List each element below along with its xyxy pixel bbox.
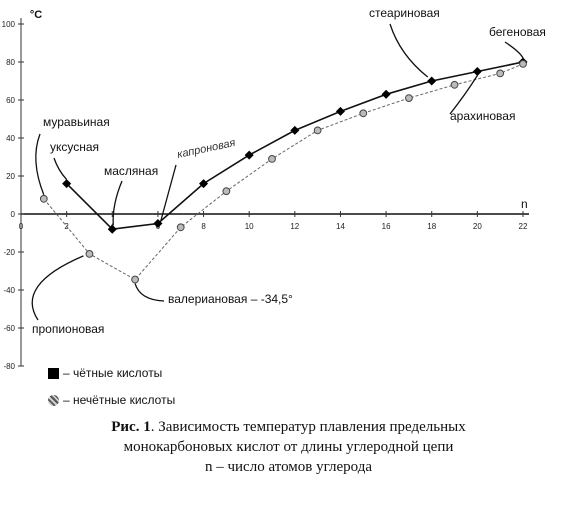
y-tick-label: 60 [6,96,15,105]
legend-odd: – нечётные кислоты [48,393,175,407]
annotation-stearic: стеариновая [369,6,440,20]
y-tick-label: 0 [11,210,16,219]
y-tick-label: 100 [2,20,16,29]
series-odd-marker [496,69,505,78]
series-odd-marker [450,80,459,89]
series-even-marker [244,150,254,160]
series-odd-marker [359,109,368,118]
melting-point-chart: -80-60-40-200204060801000246810121416182… [2,6,546,371]
series-even-marker [472,66,482,77]
axes: -80-60-40-200204060801000246810121416182… [2,9,529,371]
series-even-marker [107,224,117,234]
legend-odd-label: – нечётные кислоты [63,393,176,407]
annotation-valeric-arrow [134,283,165,302]
x-tick-label: 22 [519,222,528,231]
x-tick-label: 12 [290,222,299,231]
series-even-marker [427,76,437,86]
x-tick-label: 8 [201,222,206,231]
y-tick-label: 20 [6,172,15,181]
annotation-acetic: уксусная [50,140,99,154]
annotations: муравьиная уксусная масляная пропионовая вал… [31,6,546,336]
series-even-marker [335,106,345,116]
series-odd-marker [39,194,48,203]
annotation-behenic: бегеновая [489,25,546,39]
annotation-butyric: масляная [104,164,158,178]
legend-even-label: – чётные кислоты [63,366,163,380]
annotation-formic: муравьиная [43,115,110,129]
series-even-marker [153,218,163,229]
y-tick-label: -80 [3,362,15,371]
annotation-caproic-arrow [160,164,177,221]
annotation-formic-arrow [35,133,45,196]
y-tick-label: -20 [3,248,15,257]
annotation-acetic-arrow [53,157,68,181]
legend-even-marker [48,367,59,379]
figure-caption-text1: . Зависимость температур плавления преде… [150,419,466,435]
annotation-butyric-arrow [112,180,123,226]
x-tick-label: 10 [245,222,254,231]
y-tick-label: 40 [6,134,15,143]
annotation-arachidic: арахиновая [450,109,515,123]
y-axis-label: °C [30,9,42,21]
series-odd-marker [85,250,94,258]
x-tick-label: 16 [382,222,391,231]
series-odd-marker [268,155,276,163]
annotation-behenic-arrow [504,41,524,59]
legend-even: – чётные кислоты [48,366,162,380]
figure-caption-label: Рис. 1 [111,419,151,435]
series-odd-marker [176,223,185,232]
y-tick-label: -40 [3,286,15,295]
figure-caption-line1: Рис. 1. Зависимость температур плавления… [0,417,577,437]
figure-caption-line2: монокарбоновых кислот от длины углеродно… [123,439,454,455]
x-tick-label: 14 [336,222,345,231]
series-odd-marker [222,187,231,196]
series-odd-marker [519,60,527,68]
series-odd-line [43,63,524,281]
annotation-arachidic-arrow [449,75,478,115]
x-tick-label: 18 [427,222,436,231]
y-tick-label: -60 [3,324,15,333]
series-odd-marker [131,275,139,284]
x-tick-label: 0 [19,222,24,231]
x-tick-label: 20 [473,222,482,231]
series-odd-marker [313,126,322,135]
annotation-propionic-arrow [31,255,84,321]
figure-caption-line3: n – число атомов углерода [204,459,373,475]
annotation-caproic: капроновая [176,137,236,161]
series-markers [39,57,528,284]
annotation-propionic: пропионовая [32,322,104,336]
x-axis-label: n [521,197,528,211]
series-even-marker [290,125,300,135]
series-even-marker [381,89,391,99]
y-tick-label: 80 [6,58,15,67]
legend-odd-marker [48,394,59,406]
annotation-valeric: валериановая – -34,5° [168,292,293,306]
series-odd-marker [405,94,413,102]
annotation-stearic-arrow [389,23,429,78]
